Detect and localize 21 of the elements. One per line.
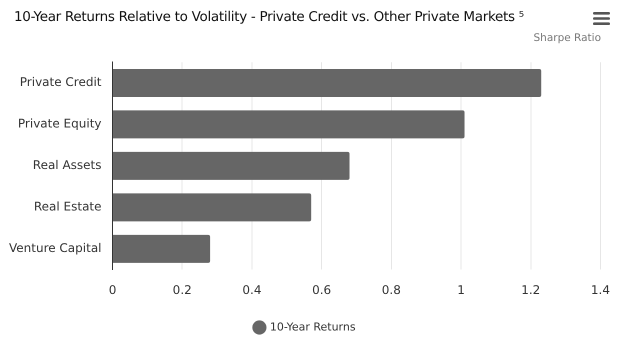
x-tick-label: 0.2 — [172, 282, 192, 297]
x-tick-label: 0.8 — [382, 282, 401, 297]
y-tick-label: Private Credit — [20, 75, 102, 90]
x-tick-label: 0.4 — [242, 282, 262, 297]
x-tick-label: 1.4 — [590, 282, 610, 297]
chart-title: 10-Year Returns Relative to Volatility - Private Credit vs. Other Private Markets ⁵ — [14, 9, 524, 25]
bar — [113, 193, 312, 222]
x-tick-label: 1.2 — [521, 282, 540, 297]
x-axis-title: Sharpe Ratio — [534, 32, 601, 44]
y-tick-label: Venture Capital — [8, 240, 102, 255]
y-tick-label: Real Estate — [34, 200, 102, 214]
y-tick-label: Real Assets — [32, 158, 102, 172]
x-tick-label: 0.6 — [312, 282, 332, 297]
legend-label: 10-Year Returns — [270, 320, 356, 334]
bar — [113, 110, 465, 138]
x-tick-label: 0 — [108, 282, 116, 297]
x-tick-label: 1 — [457, 282, 465, 297]
bar — [113, 68, 542, 97]
y-tick-label: Private Equity — [18, 116, 102, 131]
bar — [113, 234, 210, 263]
bar — [113, 152, 350, 180]
